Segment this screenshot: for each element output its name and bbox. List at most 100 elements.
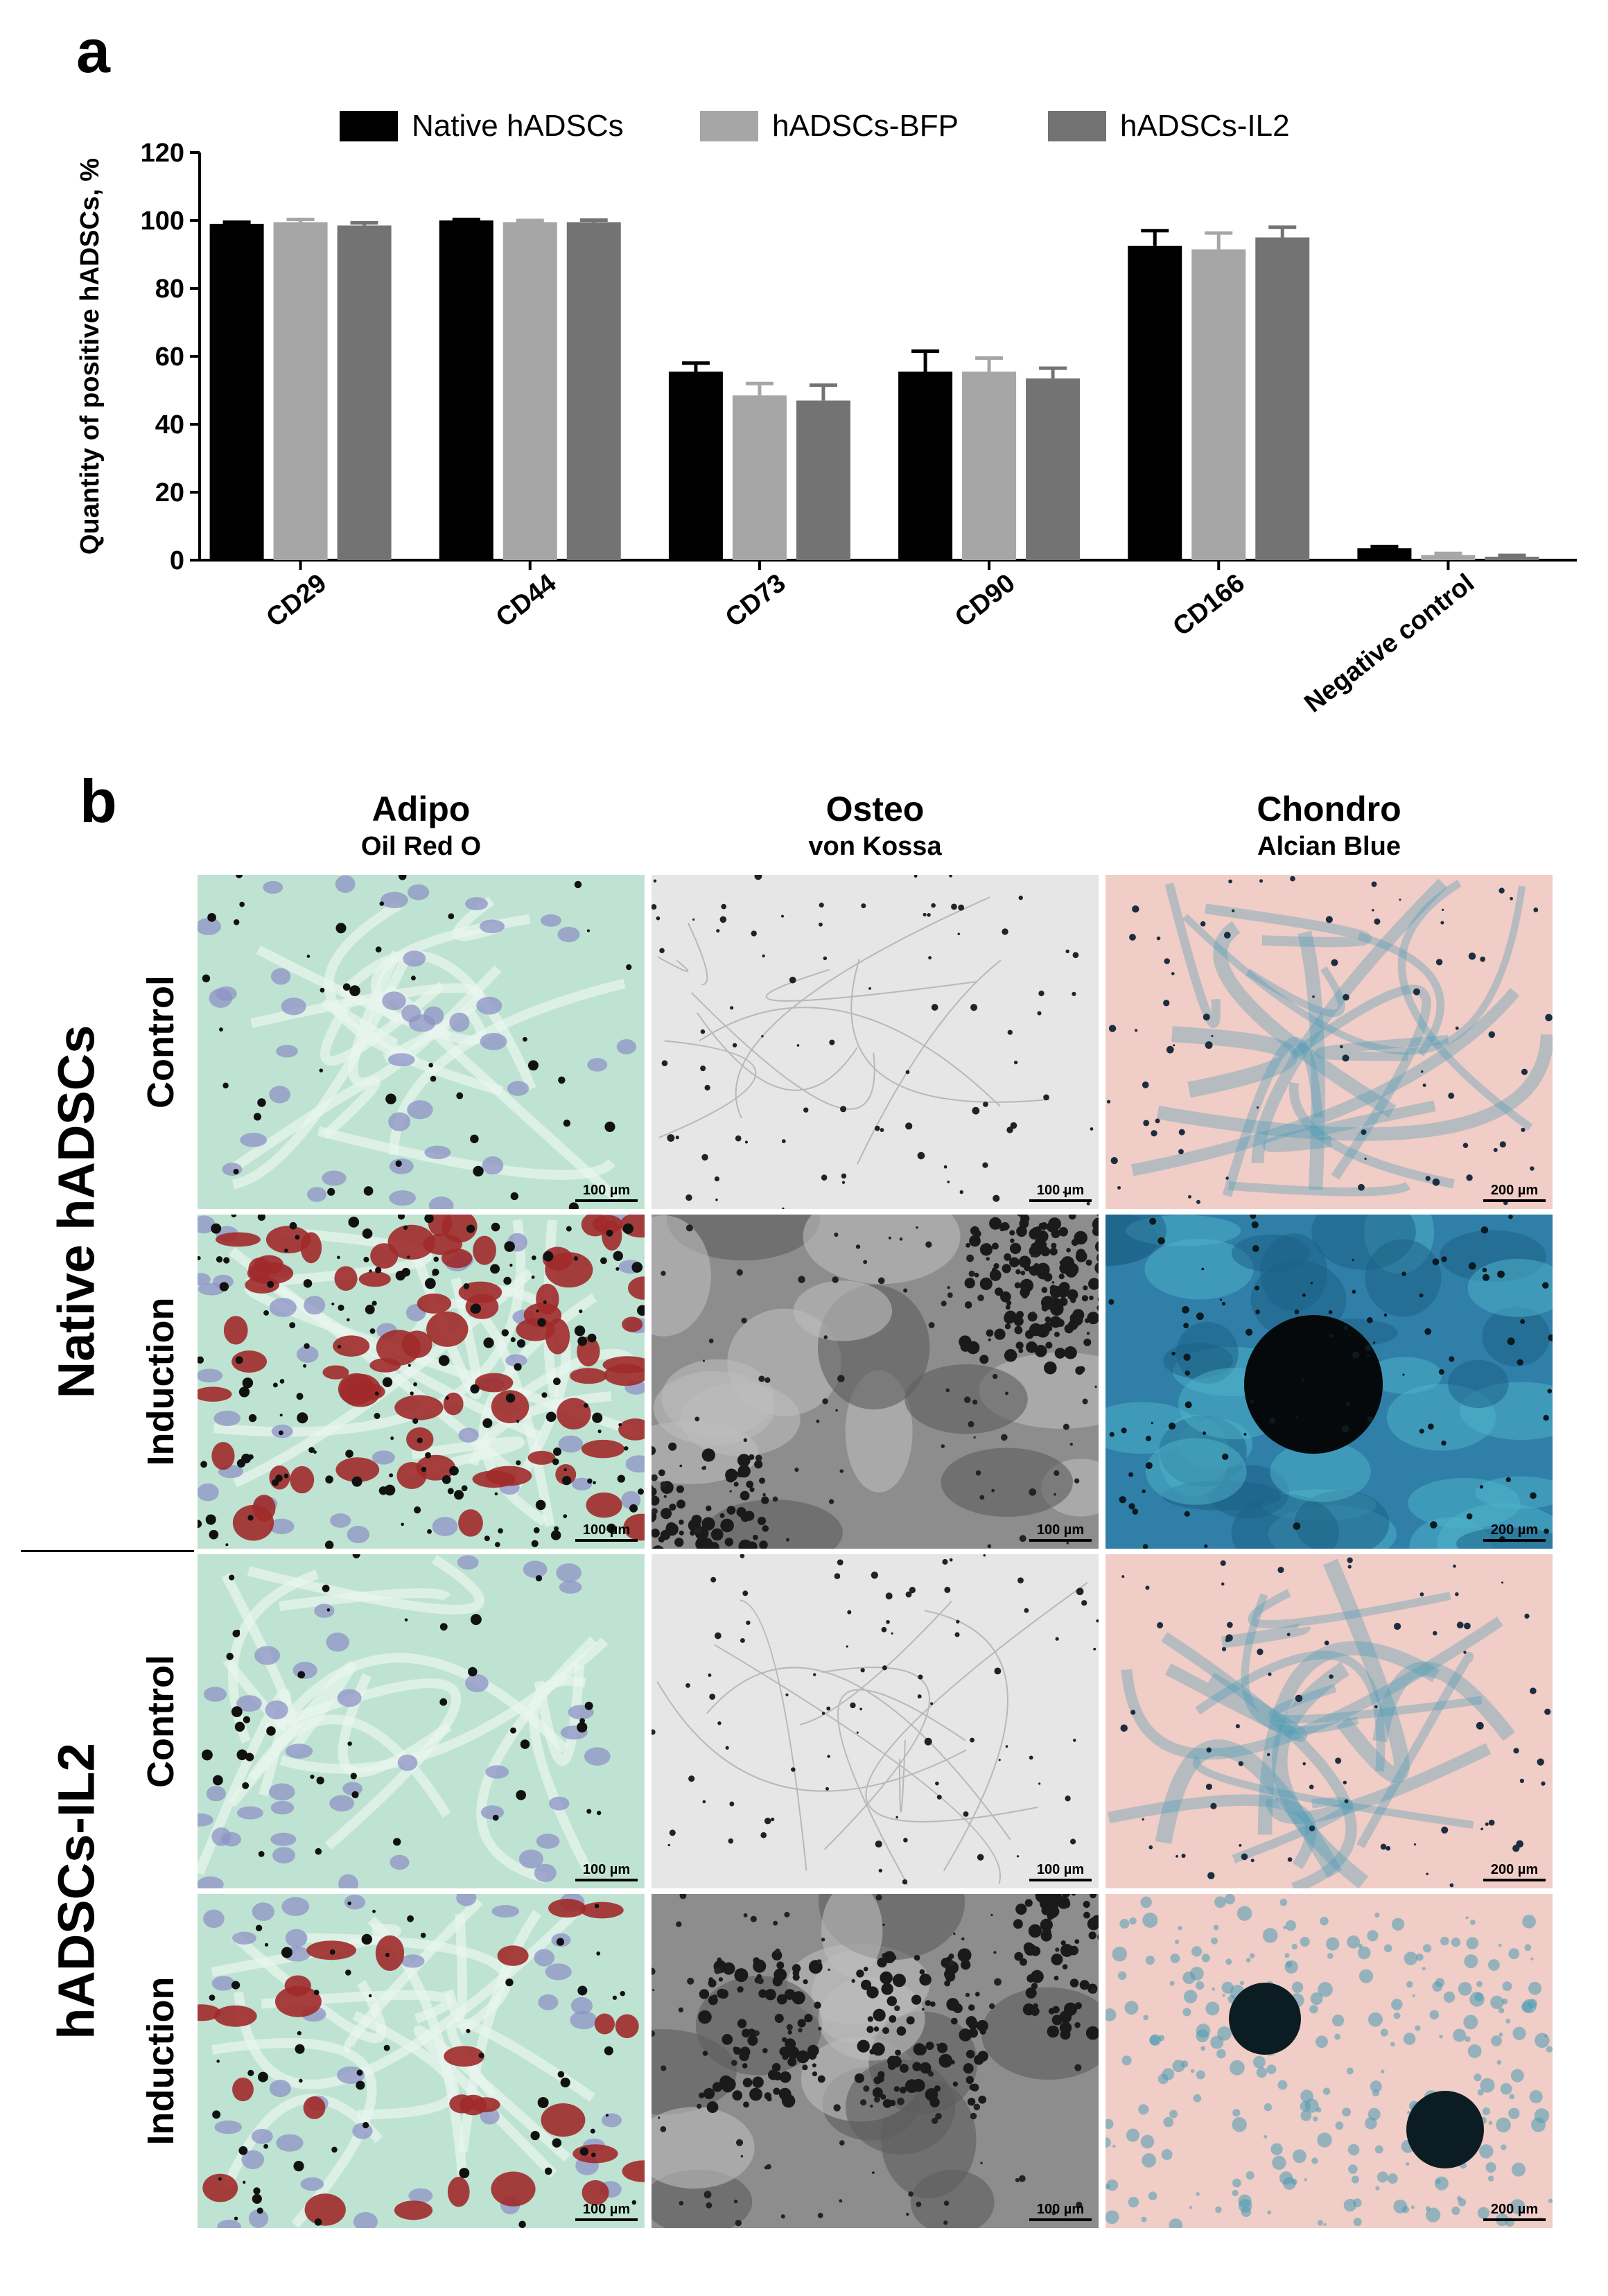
column-title: Osteo bbox=[825, 790, 925, 828]
scale-bar-line bbox=[575, 1879, 638, 1881]
x-tick-label: CD29 bbox=[261, 568, 332, 633]
scale-bar-label: 100 µm bbox=[1036, 2202, 1085, 2217]
micrograph-image bbox=[198, 875, 645, 1209]
legend-swatch bbox=[340, 111, 398, 141]
scale-bar: 100 µm bbox=[1029, 1183, 1092, 1202]
y-tick-label: 120 bbox=[141, 139, 184, 168]
micrograph-image bbox=[652, 1215, 1099, 1549]
bar-hadscs-bfp bbox=[1421, 555, 1476, 560]
scale-bar-label: 100 µm bbox=[582, 1183, 631, 1198]
micrograph-image bbox=[1106, 1215, 1553, 1549]
micrograph-tile: 200 µm bbox=[1106, 875, 1553, 1209]
bar-hadscs-bfp bbox=[503, 222, 557, 560]
micrograph-image bbox=[1106, 1894, 1553, 2228]
scale-bar: 200 µm bbox=[1483, 1523, 1546, 1542]
micrograph-tile: 200 µm bbox=[1106, 1215, 1553, 1549]
micrograph-image bbox=[1106, 875, 1553, 1209]
micrograph-image bbox=[652, 1894, 1099, 2228]
bar-native-hadscs bbox=[439, 220, 493, 560]
micrograph-tile: 100 µm bbox=[198, 1215, 645, 1549]
y-tick-label: 100 bbox=[141, 207, 184, 236]
scale-bar-line bbox=[1483, 1879, 1546, 1881]
bar-hadscs-il2 bbox=[1255, 237, 1310, 560]
panel-a-letter: a bbox=[76, 17, 110, 85]
scale-bar-line bbox=[1483, 2218, 1546, 2221]
scale-bar-label: 100 µm bbox=[582, 1862, 631, 1877]
scale-bar-line bbox=[1029, 1879, 1092, 1881]
scale-bar-line bbox=[1483, 1199, 1546, 1202]
micrograph-image bbox=[198, 1215, 645, 1549]
scale-bar: 100 µm bbox=[575, 1863, 638, 1881]
bar-hadscs-bfp bbox=[1191, 249, 1246, 560]
row-label: Control bbox=[140, 975, 182, 1108]
bar-hadscs-il2 bbox=[337, 225, 392, 560]
bar-hadscs-bfp bbox=[962, 372, 1017, 560]
scale-bar-line bbox=[1029, 1539, 1092, 1542]
scale-bar: 200 µm bbox=[1483, 1183, 1546, 1202]
scale-bar-label: 200 µm bbox=[1490, 1522, 1539, 1538]
scale-bar-label: 100 µm bbox=[1036, 1862, 1085, 1877]
micrograph-tile: 100 µm bbox=[198, 875, 645, 1209]
column-header: Adipo Oil Red O bbox=[200, 790, 643, 863]
scale-bar-line bbox=[575, 1199, 638, 1202]
row-label: Induction bbox=[140, 1976, 182, 2146]
legend-swatch bbox=[700, 111, 758, 141]
column-header: Osteo von Kossa bbox=[654, 790, 1097, 863]
micrograph-tile: 100 µm bbox=[652, 1554, 1099, 1888]
legend-swatch bbox=[1048, 111, 1106, 141]
scale-bar: 100 µm bbox=[1029, 2202, 1092, 2221]
x-tick-label: CD73 bbox=[720, 568, 791, 633]
micrograph-tile: 200 µm bbox=[1106, 1554, 1553, 1888]
micrograph-image bbox=[198, 1554, 645, 1888]
scale-bar-label: 200 µm bbox=[1490, 1183, 1539, 1198]
scale-bar: 100 µm bbox=[1029, 1863, 1092, 1881]
scale-bar-line bbox=[575, 2218, 638, 2221]
micrograph-image bbox=[198, 1894, 645, 2228]
y-tick-label: 0 bbox=[170, 546, 184, 575]
micrograph-tile: 100 µm bbox=[652, 1894, 1099, 2228]
micrograph-tile: 100 µm bbox=[652, 1215, 1099, 1549]
x-tick-label: CD166 bbox=[1168, 568, 1250, 642]
y-axis-label: Quantity of positive hADSCs, % bbox=[76, 158, 105, 555]
bar-hadscs-bfp bbox=[273, 222, 328, 560]
bar-chart: 0 20 40 60 80 100 120 Quantity of positive hADS… bbox=[76, 109, 1577, 718]
scale-bar: 100 µm bbox=[1029, 1523, 1092, 1542]
legend-label: hADSCs-BFP bbox=[772, 109, 959, 143]
group-divider bbox=[21, 1550, 194, 1552]
micrograph-tile: 100 µm bbox=[198, 1894, 645, 2228]
bar-native-hadscs bbox=[1357, 548, 1412, 560]
x-tick-label: CD90 bbox=[950, 568, 1020, 633]
micrograph-tile: 200 µm bbox=[1106, 1894, 1553, 2228]
column-subtitle: Alcian Blue bbox=[1257, 832, 1401, 861]
y-tick-label: 60 bbox=[155, 342, 184, 372]
bar-hadscs-il2 bbox=[1485, 557, 1539, 560]
scale-bar: 100 µm bbox=[575, 2202, 638, 2221]
row-label: Induction bbox=[140, 1297, 182, 1466]
bar-hadscs-bfp bbox=[732, 395, 787, 560]
x-tick-label: Negative control bbox=[1299, 568, 1479, 718]
scale-bar: 200 µm bbox=[1483, 2202, 1546, 2221]
bar-native-hadscs bbox=[209, 223, 264, 560]
scale-bar-label: 200 µm bbox=[1490, 1862, 1539, 1877]
scale-bar-label: 100 µm bbox=[582, 1522, 631, 1538]
scale-bar-line bbox=[1029, 1199, 1092, 1202]
scale-bar: 100 µm bbox=[575, 1183, 638, 1202]
micrograph-tile: 100 µm bbox=[198, 1554, 645, 1888]
scale-bar-line bbox=[1029, 2218, 1092, 2221]
column-subtitle: von Kossa bbox=[808, 832, 942, 861]
scale-bar: 200 µm bbox=[1483, 1863, 1546, 1881]
y-tick-label: 20 bbox=[155, 478, 184, 507]
bar-hadscs-il2 bbox=[796, 400, 850, 560]
group-label: Native hADSCs bbox=[47, 1025, 105, 1399]
y-tick-label: 40 bbox=[155, 410, 184, 440]
scale-bar-label: 100 µm bbox=[1036, 1183, 1085, 1198]
row-label: Control bbox=[140, 1655, 182, 1788]
scale-bar-label: 200 µm bbox=[1490, 2202, 1539, 2217]
legend-label: Native hADSCs bbox=[412, 109, 624, 143]
panel-b-letter: b bbox=[80, 767, 117, 835]
x-tick-label: CD44 bbox=[491, 568, 561, 633]
column-subtitle: Oil Red O bbox=[360, 832, 482, 861]
legend-label: hADSCs-IL2 bbox=[1120, 109, 1290, 143]
scale-bar-line bbox=[575, 1539, 638, 1542]
